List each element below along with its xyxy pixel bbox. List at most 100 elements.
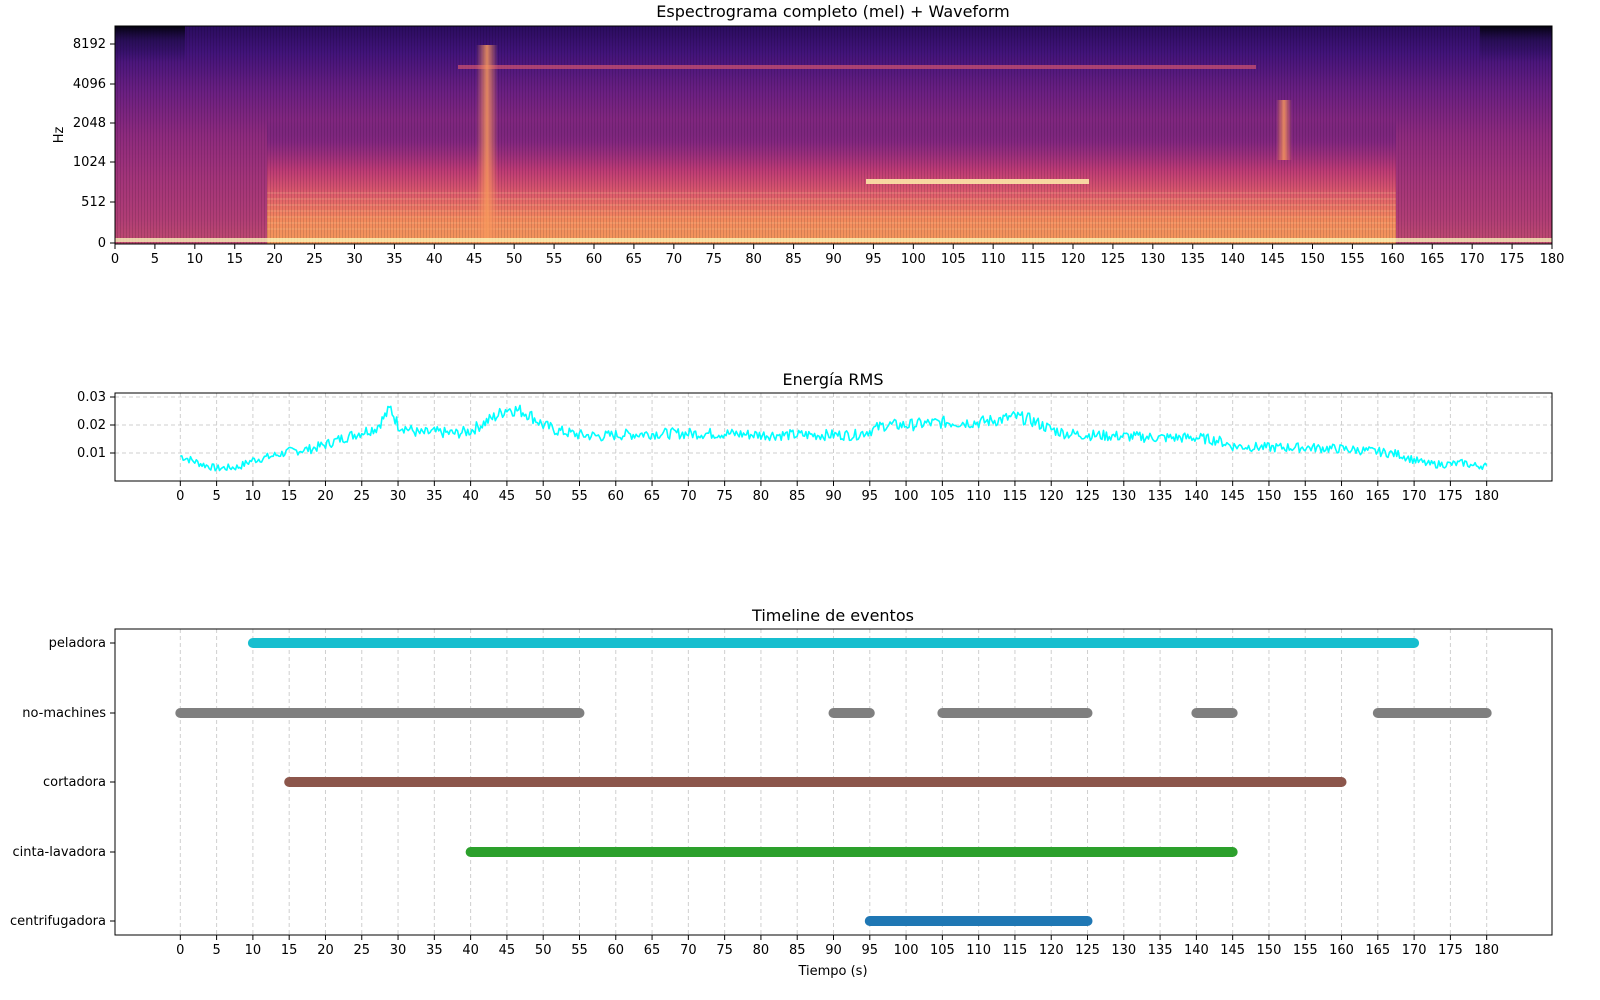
rms-series-line: [180, 404, 1488, 472]
x-tick-label: 60: [607, 943, 624, 958]
x-tick-label: 85: [789, 489, 806, 504]
x-tick-label: 115: [1003, 489, 1028, 504]
x-tick-label: 70: [666, 252, 683, 267]
x-tick-label: 30: [390, 489, 407, 504]
category-label-cortadora: cortadora: [43, 775, 106, 790]
x-tick-label: 175: [1500, 252, 1525, 267]
x-tick-label: 120: [1061, 252, 1086, 267]
y-tick: 4096: [73, 77, 115, 92]
x-tick-label: 180: [1474, 489, 1499, 504]
x-tick-label: 5: [212, 943, 220, 958]
x-tick-label: 170: [1460, 252, 1485, 267]
x-tick-label: 170: [1402, 489, 1427, 504]
x-tick-label: 65: [644, 489, 661, 504]
x-tick-label: 150: [1257, 943, 1282, 958]
x-tick-label: 65: [626, 252, 643, 267]
x-tick-label: 150: [1300, 252, 1325, 267]
x-tick-label: 135: [1180, 252, 1205, 267]
x-tick-label: 140: [1220, 252, 1245, 267]
x-tick-label: 85: [789, 943, 806, 958]
x-tick-label: 75: [705, 252, 722, 267]
y-tick-label: 0.01: [77, 446, 106, 461]
rms-y-axis: 0.03 0.02 0.01: [77, 390, 115, 461]
spectrogram-y-axis: 8192 4096 2048 1024 512 0: [73, 37, 115, 251]
x-tick-label: 45: [499, 489, 516, 504]
x-tick-label: 130: [1140, 252, 1165, 267]
x-tick-label: 175: [1438, 943, 1463, 958]
x-tick-label: 90: [825, 943, 842, 958]
y-tick: no-machines: [22, 706, 115, 721]
y-tick: peladora: [49, 636, 115, 651]
x-tick-label: 125: [1075, 943, 1100, 958]
x-tick-label: 100: [894, 489, 919, 504]
x-tick-label: 160: [1329, 489, 1354, 504]
x-tick-label: 95: [862, 943, 879, 958]
x-tick-label: 140: [1184, 943, 1209, 958]
rms-panel: Energía RMS 0.03 0.02 0.01 0 5 10 15 20 25 30 3…: [77, 370, 1553, 504]
x-tick-label: 65: [644, 943, 661, 958]
x-tick-label: 35: [386, 252, 403, 267]
x-tick-label: 80: [745, 252, 762, 267]
x-tick-label: 15: [226, 252, 243, 267]
x-tick-label: 155: [1293, 943, 1318, 958]
x-tick-label: 50: [506, 252, 523, 267]
x-tick-label: 100: [894, 943, 919, 958]
x-tick-label: 40: [426, 252, 443, 267]
x-tick-label: 30: [346, 252, 363, 267]
timeline-grid: [179, 629, 1488, 935]
y-tick: 0: [98, 236, 115, 251]
x-tick-label: 160: [1380, 252, 1405, 267]
x-tick-label: 105: [930, 943, 955, 958]
y-tick-label: 2048: [73, 116, 106, 131]
x-tick-label: 10: [187, 252, 204, 267]
y-tick-label: 8192: [73, 37, 106, 52]
x-tick-label: 0: [111, 252, 119, 267]
x-tick-label: 5: [212, 489, 220, 504]
x-tick-label: 115: [1003, 943, 1028, 958]
x-tick-label: 85: [785, 252, 802, 267]
y-tick: 8192: [73, 37, 115, 52]
spectrogram-x-axis: 0 5 10 15 20 25 30 35 40 45 50 55 60 65 70 75 80 85 90 95 10…: [111, 244, 1565, 267]
x-tick-label: 40: [462, 943, 479, 958]
timeline-y-axis: peladora no-machines cortadora cinta-lav…: [10, 636, 115, 929]
x-tick-label: 15: [281, 943, 298, 958]
x-tick-label: 10: [245, 489, 262, 504]
x-tick-label: 35: [426, 489, 443, 504]
x-tick-label: 80: [753, 943, 770, 958]
x-tick-label: 35: [426, 943, 443, 958]
x-tick-label: 155: [1293, 489, 1318, 504]
x-tick-label: 45: [499, 943, 516, 958]
x-tick-label: 115: [1021, 252, 1046, 267]
x-tick-label: 60: [607, 489, 624, 504]
x-tick-label: 180: [1540, 252, 1565, 267]
x-tick-label: 125: [1101, 252, 1126, 267]
timeline-panel: Timeline de eventos peladora no-machines…: [10, 606, 1553, 979]
x-tick-label: 135: [1148, 489, 1173, 504]
y-tick-label: 0: [98, 236, 106, 251]
x-tick-label: 130: [1111, 943, 1136, 958]
y-tick-label: 0.03: [77, 390, 106, 405]
rms-title: Energía RMS: [783, 370, 884, 389]
spectrogram-panel: Espectrograma completo (mel) + Waveform …: [52, 2, 1564, 267]
x-tick-label: 150: [1257, 489, 1282, 504]
x-tick-label: 15: [281, 489, 298, 504]
x-tick-label: 55: [546, 252, 563, 267]
y-tick: 0.01: [77, 446, 115, 461]
spectrogram-ylabel: Hz: [52, 127, 67, 144]
y-tick: cinta-lavadora: [12, 845, 115, 860]
x-tick-label: 55: [571, 489, 588, 504]
x-tick-label: 100: [901, 252, 926, 267]
x-tick-label: 145: [1260, 252, 1285, 267]
y-tick-label: 1024: [73, 155, 106, 170]
x-tick-label: 110: [981, 252, 1006, 267]
x-tick-label: 175: [1438, 489, 1463, 504]
x-tick-label: 45: [466, 252, 483, 267]
x-tick-label: 95: [862, 489, 879, 504]
category-label-no-machines: no-machines: [22, 706, 106, 721]
category-label-centrifugadora: centrifugadora: [10, 914, 106, 929]
x-tick-label: 105: [941, 252, 966, 267]
x-tick-label: 55: [571, 943, 588, 958]
timeline-title: Timeline de eventos: [751, 606, 914, 625]
y-tick-label: 512: [81, 195, 106, 210]
